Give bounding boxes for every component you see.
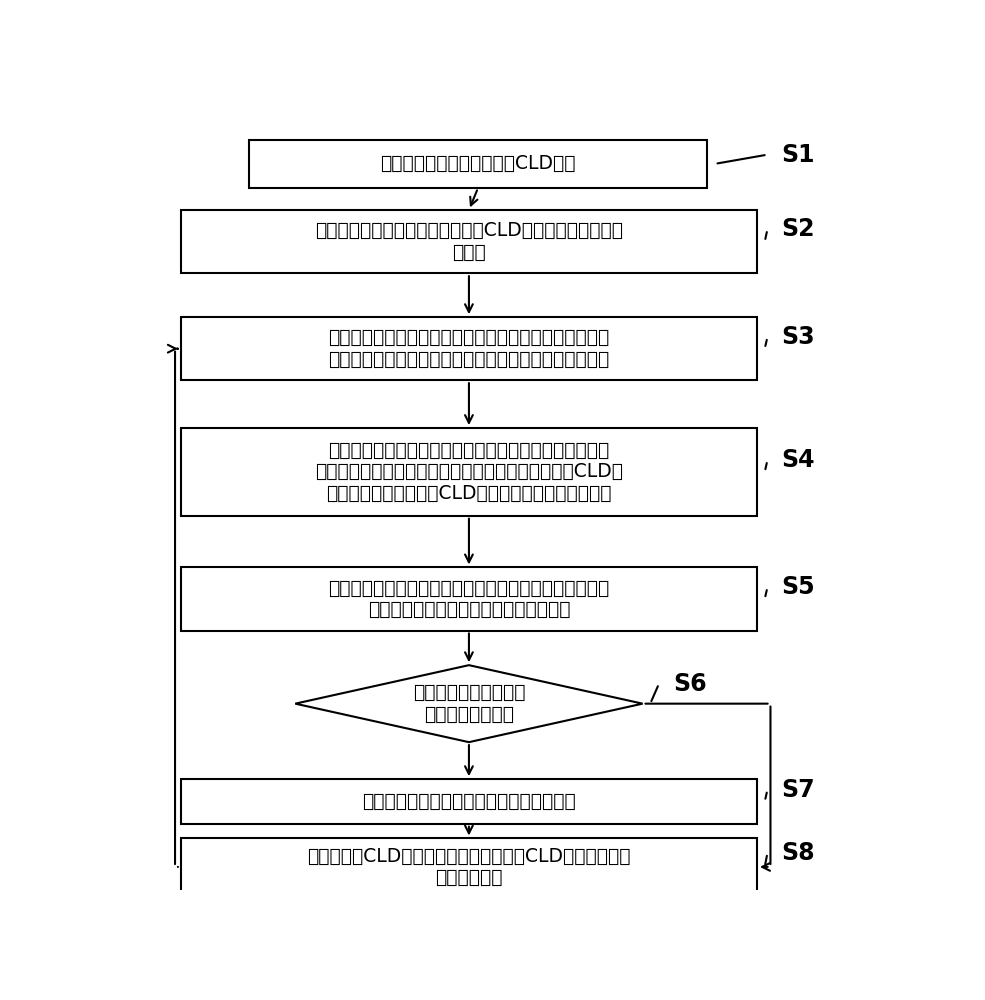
Text: S8: S8 <box>781 841 815 865</box>
Text: 基于第一车门密封反力及变形结果进行预变形设计，生成: 基于第一车门密封反力及变形结果进行预变形设计，生成 <box>328 441 610 460</box>
Text: 一非线性瞬态分析，并提取第一车门密封反力及变形结果: 一非线性瞬态分析，并提取第一车门密封反力及变形结果 <box>328 350 610 369</box>
Text: 预变形设计结果，并基于预变形设计结果调整密封条CLD参: 预变形设计结果，并基于预变形设计结果调整密封条CLD参 <box>315 462 623 481</box>
Text: S2: S2 <box>781 217 815 241</box>
Text: 优化密封条CLD参数，将优化后的密封条CLD参数加载至车: 优化密封条CLD参数，将优化后的密封条CLD参数加载至车 <box>307 847 630 866</box>
FancyBboxPatch shape <box>181 779 757 824</box>
Text: 门有限元模型: 门有限元模型 <box>435 868 502 887</box>
FancyBboxPatch shape <box>181 210 757 273</box>
Text: S5: S5 <box>781 575 815 599</box>
Text: 建立约束条件，基于约束条件利用车门有限元模型执行第: 建立约束条件，基于约束条件利用车门有限元模型执行第 <box>328 328 610 347</box>
Text: S3: S3 <box>781 325 815 349</box>
Text: 是否满足设计要求: 是否满足设计要求 <box>424 705 514 724</box>
FancyBboxPatch shape <box>181 567 757 631</box>
Text: 元模型: 元模型 <box>452 243 486 262</box>
Text: S1: S1 <box>781 143 815 167</box>
FancyBboxPatch shape <box>181 428 757 516</box>
Text: 建立车门有限元模型，并将密封条CLD参数加载至车门有限: 建立车门有限元模型，并将密封条CLD参数加载至车门有限 <box>315 221 623 240</box>
Text: S4: S4 <box>781 448 815 472</box>
Text: 进行密封条产品设计和车门结构预变形设计: 进行密封条产品设计和车门结构预变形设计 <box>362 792 576 811</box>
Text: S7: S7 <box>781 778 815 802</box>
Polygon shape <box>296 665 642 742</box>
Text: 析，并提取第二车门密封反力及变形结果: 析，并提取第二车门密封反力及变形结果 <box>367 600 570 619</box>
FancyBboxPatch shape <box>181 317 757 380</box>
Text: 基于约束条件利用车门有限元模型执行第二非线性瞬态分: 基于约束条件利用车门有限元模型执行第二非线性瞬态分 <box>328 579 610 598</box>
FancyBboxPatch shape <box>181 838 757 895</box>
Text: 车门密封反力及外暴量: 车门密封反力及外暴量 <box>413 683 525 702</box>
Text: 获取车门设计数据和密封条CLD参数: 获取车门设计数据和密封条CLD参数 <box>380 154 576 173</box>
Text: 数，将调整后的密封条CLD参数加载至车门有限元模型: 数，将调整后的密封条CLD参数加载至车门有限元模型 <box>326 484 612 503</box>
Text: S6: S6 <box>673 672 706 696</box>
FancyBboxPatch shape <box>249 140 707 188</box>
